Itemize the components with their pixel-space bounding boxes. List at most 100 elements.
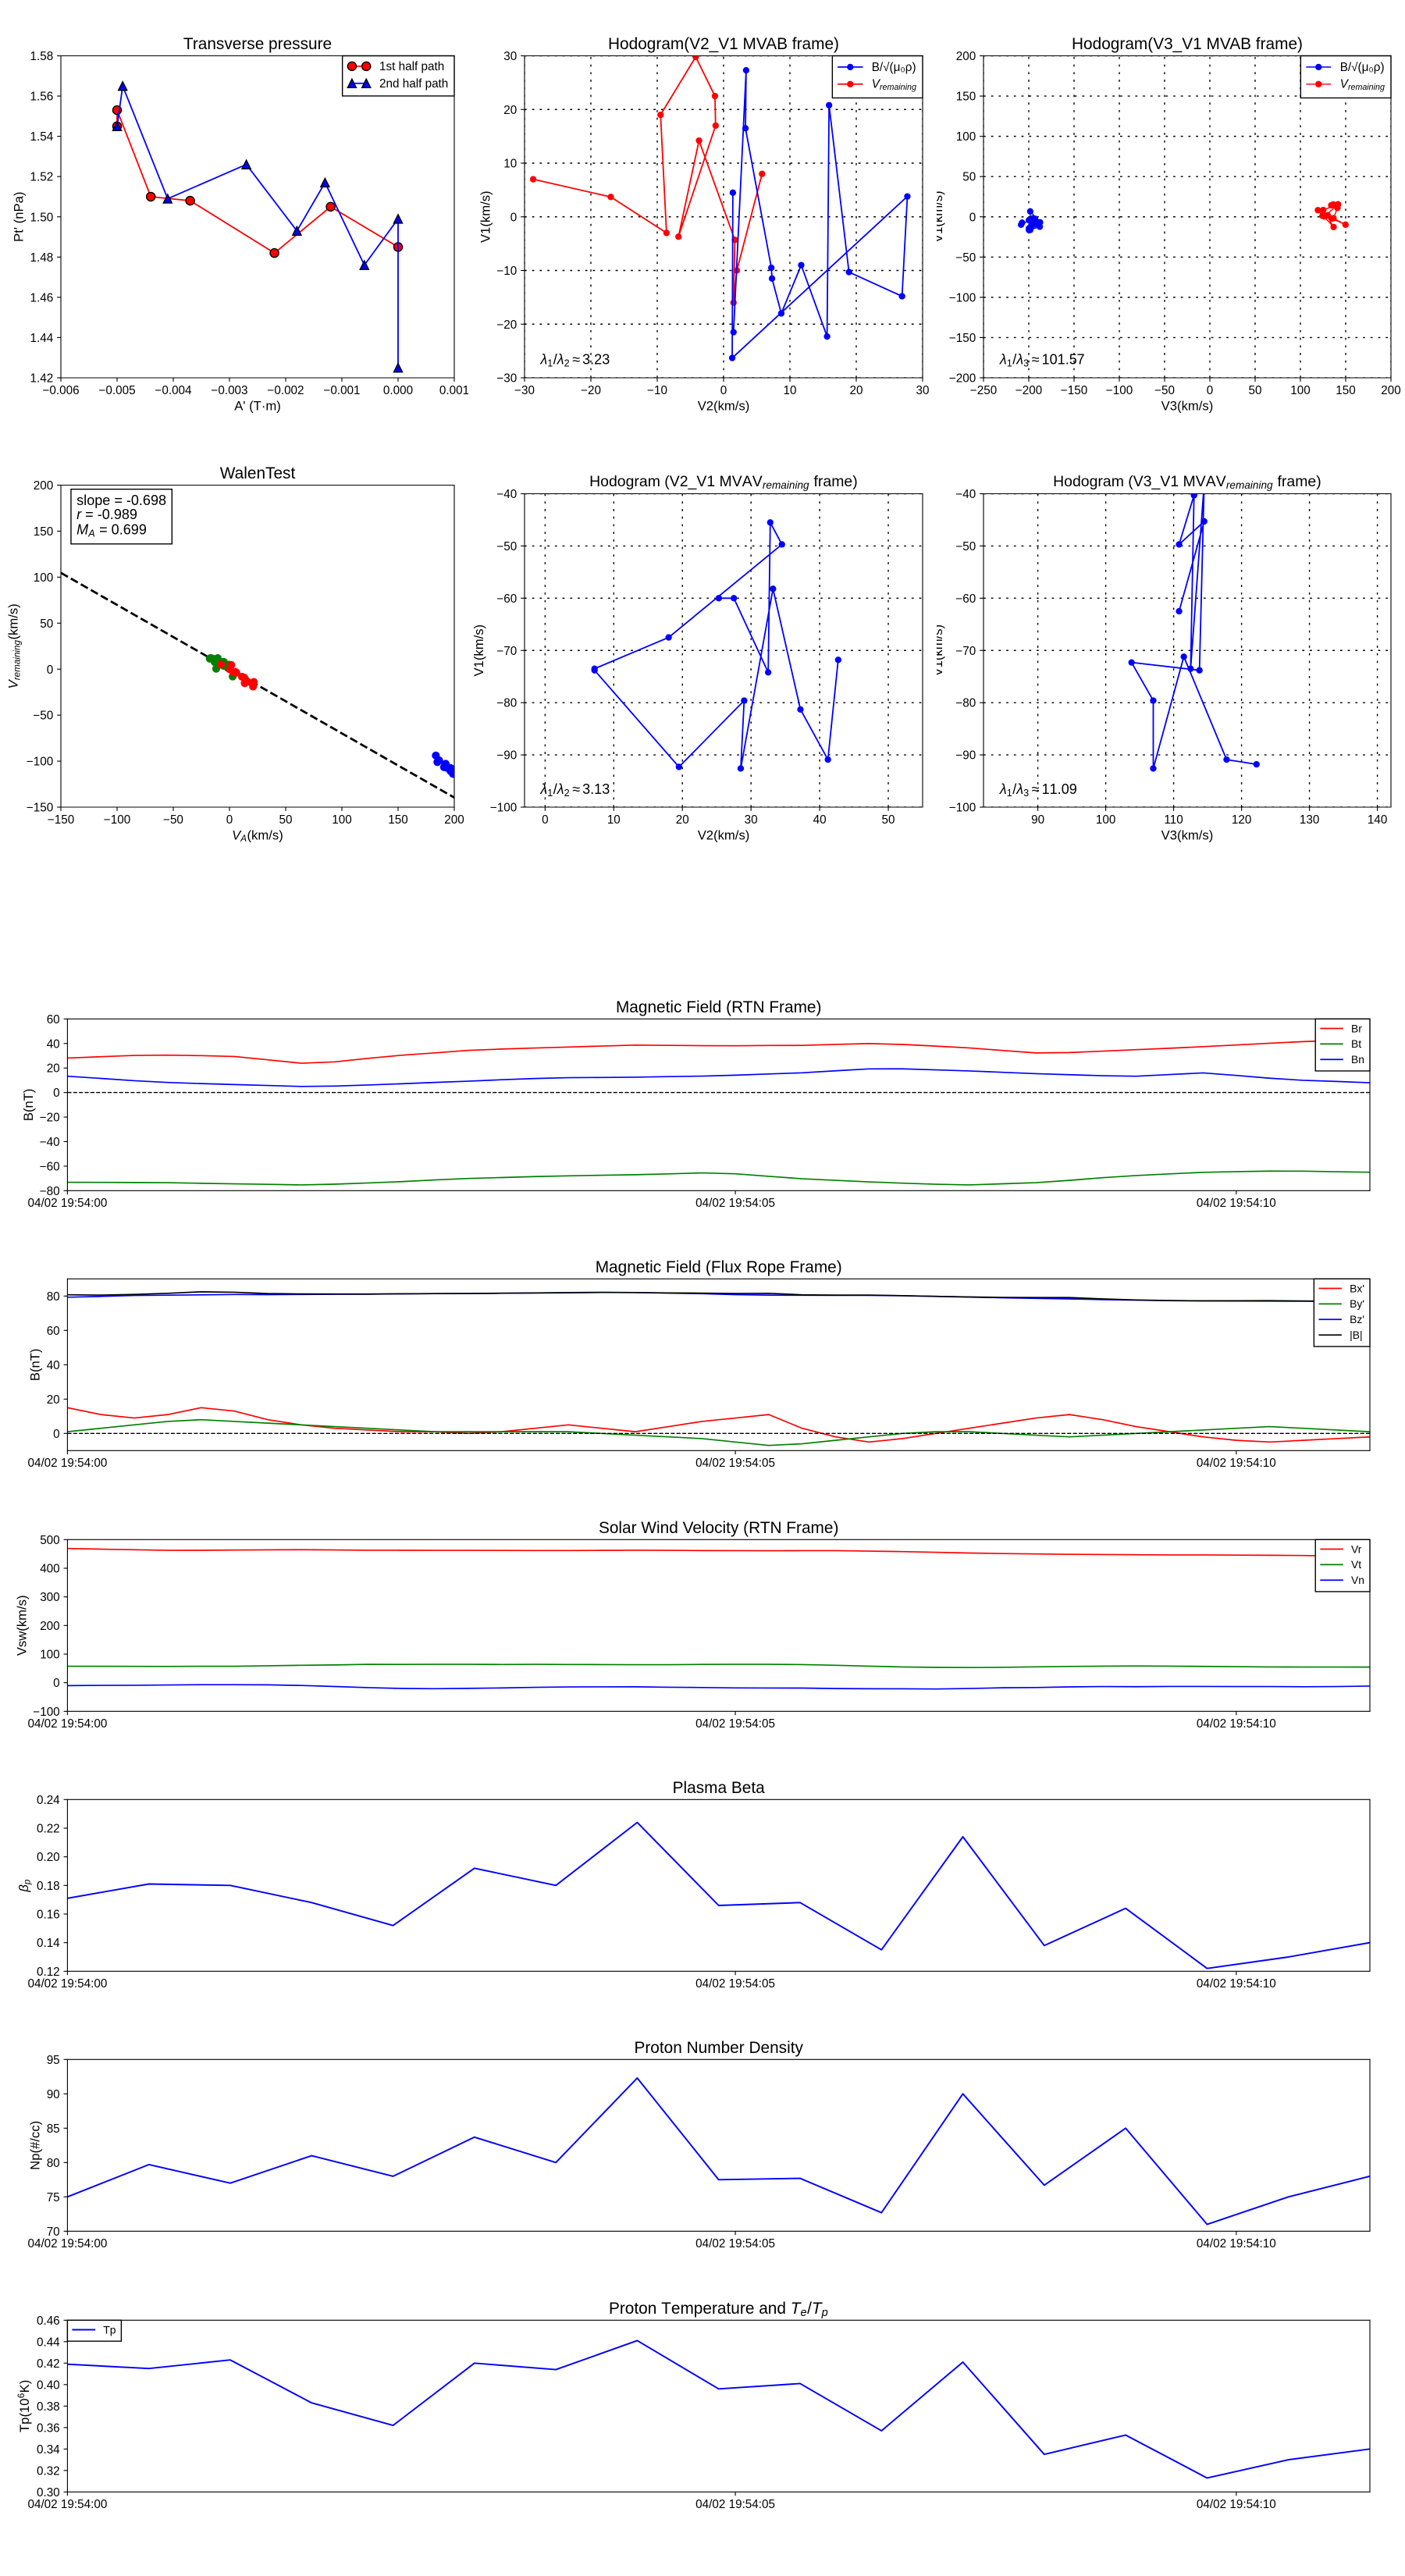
svg-text:−40: −40 xyxy=(496,488,517,501)
svg-text:Br: Br xyxy=(1351,1022,1362,1034)
svg-text:04/02 19:54:10: 04/02 19:54:10 xyxy=(1197,2237,1276,2250)
svg-text:1.50: 1.50 xyxy=(30,211,54,224)
svg-text:60: 60 xyxy=(47,1325,60,1338)
svg-text:−50: −50 xyxy=(496,540,517,553)
svg-text:Bx': Bx' xyxy=(1350,1283,1364,1295)
svg-text:0.14: 0.14 xyxy=(37,1937,60,1950)
svg-text:Bn: Bn xyxy=(1351,1053,1364,1066)
svg-text:04/02 19:54:00: 04/02 19:54:00 xyxy=(27,1977,107,1991)
svg-text:200: 200 xyxy=(1381,384,1400,397)
svg-text:0: 0 xyxy=(53,1677,60,1690)
svg-text:−0.005: −0.005 xyxy=(98,384,135,397)
svg-text:200: 200 xyxy=(34,479,53,493)
svg-text:200: 200 xyxy=(40,1619,59,1632)
svg-text:−40: −40 xyxy=(40,1136,60,1149)
svg-text:0: 0 xyxy=(969,211,976,224)
svg-text:λ λ 1 3: λ λ 1 3 / ≈ 1 0 1 . 5 7 xyxy=(999,349,1085,371)
svg-text:10: 10 xyxy=(503,158,517,171)
svg-text:0: 0 xyxy=(53,1087,60,1100)
svg-text:V1(km/s): V1(km/s) xyxy=(937,624,945,677)
svg-text:0: 0 xyxy=(720,384,727,397)
svg-text:−50: −50 xyxy=(33,710,53,723)
svg-text:−30: −30 xyxy=(514,384,535,397)
svg-text:0: 0 xyxy=(510,211,518,224)
svg-text:−80: −80 xyxy=(496,697,517,710)
svg-text:−100: −100 xyxy=(104,813,130,827)
svg-text:110: 110 xyxy=(1164,813,1183,827)
svg-text:50: 50 xyxy=(1249,384,1262,397)
svg-text:0: 0 xyxy=(47,664,54,677)
svg-text:1.48: 1.48 xyxy=(30,251,54,265)
svg-text:1.54: 1.54 xyxy=(30,130,54,144)
svg-text:04/02 19:54:00: 04/02 19:54:00 xyxy=(27,1717,107,1731)
svg-text:Bz': Bz' xyxy=(1350,1313,1364,1325)
svg-text:04/02 19:54:05: 04/02 19:54:05 xyxy=(695,2498,775,2511)
svg-text:0.40: 0.40 xyxy=(37,2379,60,2392)
svg-text:1.52: 1.52 xyxy=(30,171,54,184)
svg-text:λ λ 1 2: λ λ 1 2 / ≈ 3 . 2 3 xyxy=(539,349,610,371)
svg-text:50: 50 xyxy=(882,813,895,827)
svg-text:−70: −70 xyxy=(496,645,517,658)
svg-text:P r o t: P r o t o n T e m p e r a t u r e a n d … xyxy=(609,2297,828,2319)
svg-text:−50: −50 xyxy=(955,540,976,553)
svg-text:130: 130 xyxy=(1300,813,1319,827)
svg-text:V2(km/s): V2(km/s) xyxy=(698,828,750,843)
svg-text:WalenTest: WalenTest xyxy=(220,464,296,482)
svg-text:20: 20 xyxy=(850,384,863,397)
svg-text:40: 40 xyxy=(813,813,827,827)
svg-text:−100: −100 xyxy=(33,1705,59,1718)
svg-text:40: 40 xyxy=(47,1037,60,1051)
svg-text:Magnetic Field (RTN Frame): Magnetic Field (RTN Frame) xyxy=(616,998,821,1016)
svg-text:−200: −200 xyxy=(1016,384,1042,397)
svg-text:04/02 19:54:05: 04/02 19:54:05 xyxy=(695,2237,775,2250)
svg-text:V1(km/s): V1(km/s) xyxy=(937,190,945,243)
svg-text:V3(km/s): V3(km/s) xyxy=(1161,399,1214,414)
svg-text:04/02 19:54:10: 04/02 19:54:10 xyxy=(1197,1197,1276,1210)
svg-text:20: 20 xyxy=(503,104,517,117)
svg-text:−50: −50 xyxy=(1154,384,1175,397)
svg-text:Tp: Tp xyxy=(103,2323,116,2336)
svg-text:T p ( 1: T p ( 1 0 K ) 6 xyxy=(13,2375,33,2432)
svg-text:V1(km/s): V1(km/s) xyxy=(478,190,493,243)
svg-text:−10: −10 xyxy=(647,384,667,397)
svg-text:Magnetic Field (Flux Rope Fram: Magnetic Field (Flux Rope Frame) xyxy=(596,1258,842,1276)
svg-text:0.001: 0.001 xyxy=(439,384,468,397)
svg-text:04/02 19:54:00: 04/02 19:54:00 xyxy=(27,2498,107,2511)
svg-text:1.56: 1.56 xyxy=(30,91,54,104)
svg-text:−20: −20 xyxy=(40,1111,60,1124)
svg-text:Vt: Vt xyxy=(1351,1558,1361,1571)
svg-text:200: 200 xyxy=(444,813,464,827)
svg-text:50: 50 xyxy=(40,617,53,631)
svg-text:−100: −100 xyxy=(949,802,976,815)
svg-text:04/02 19:54:05: 04/02 19:54:05 xyxy=(695,1977,775,1991)
svg-text:100: 100 xyxy=(956,130,976,144)
svg-text:−0.004: −0.004 xyxy=(155,384,192,397)
svg-text:−80: −80 xyxy=(40,1185,60,1198)
svg-text:100: 100 xyxy=(332,813,351,827)
svg-text:04/02 19:54:10: 04/02 19:54:10 xyxy=(1197,1717,1276,1731)
svg-text:Vsw(km/s): Vsw(km/s) xyxy=(14,1595,29,1656)
svg-text:300: 300 xyxy=(40,1591,59,1604)
svg-text:0.18: 0.18 xyxy=(37,1880,60,1893)
svg-text:−40: −40 xyxy=(955,488,976,501)
svg-text:100: 100 xyxy=(1096,813,1115,827)
svg-text:10: 10 xyxy=(784,384,797,397)
svg-text:Proton Number Density: Proton Number Density xyxy=(634,2039,803,2057)
svg-text:0: 0 xyxy=(542,813,549,827)
svg-text:−0.001: −0.001 xyxy=(323,384,360,397)
svg-text:B/√(μ₀ρ): B/√(μ₀ρ) xyxy=(1340,61,1385,74)
svg-text:100: 100 xyxy=(34,571,53,585)
svg-text:−0.003: −0.003 xyxy=(211,384,247,397)
svg-text:−20: −20 xyxy=(496,318,517,332)
svg-text:90: 90 xyxy=(47,2088,60,2101)
svg-text:M A =: M A = 0 . 6 9 9 xyxy=(76,519,147,541)
svg-text:120: 120 xyxy=(1232,813,1251,827)
svg-text:0.20: 0.20 xyxy=(37,1851,60,1864)
svg-text:04/02 19:54:10: 04/02 19:54:10 xyxy=(1197,2498,1276,2511)
svg-text:80: 80 xyxy=(47,2157,60,2170)
svg-text:04/02 19:54:10: 04/02 19:54:10 xyxy=(1197,1457,1276,1470)
svg-text:0: 0 xyxy=(226,813,233,827)
svg-text:V2(km/s): V2(km/s) xyxy=(698,399,750,414)
svg-text:2nd half path: 2nd half path xyxy=(379,77,448,91)
svg-text:Solar Wind Velocity (RTN Frame: Solar Wind Velocity (RTN Frame) xyxy=(599,1519,838,1537)
